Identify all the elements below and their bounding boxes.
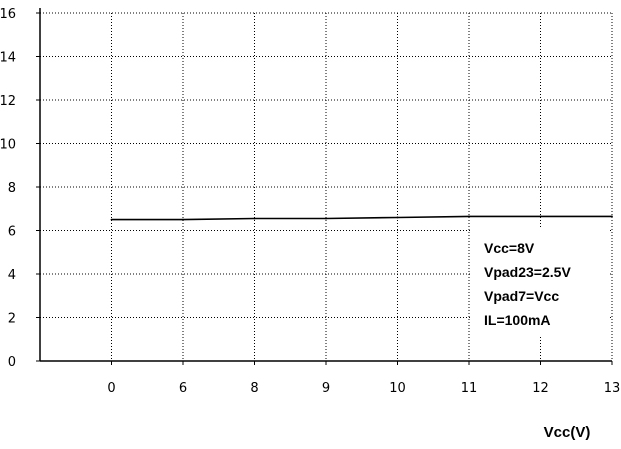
x-axis-title: Vcc(V) xyxy=(544,424,591,441)
annotation-box: Vcc=8V Vpad23=2.5V Vpad7=Vcc IL=100mA xyxy=(472,228,608,336)
x-tick-label: 11 xyxy=(461,381,478,396)
annotation-line: IL=100mA xyxy=(484,312,551,328)
data-point xyxy=(111,219,113,221)
data-point xyxy=(540,215,542,217)
y-tick-label: 10 xyxy=(0,138,16,153)
y-tick-labels: 0 2 4 6 8 10 12 14 16 xyxy=(0,7,16,370)
annotation-line: Vpad7=Vcc xyxy=(484,288,559,304)
y-tick-label: 12 xyxy=(0,94,16,109)
data-point xyxy=(468,215,470,217)
y-tick-label: 0 xyxy=(8,355,16,370)
x-tick-label: 13 xyxy=(604,381,621,396)
data-point xyxy=(397,217,399,219)
y-tick-label: 8 xyxy=(8,181,16,196)
x-tick-labels: 0 6 8 9 10 11 12 13 xyxy=(107,381,620,396)
x-tick-label: 6 xyxy=(179,381,187,396)
data-point xyxy=(611,215,613,217)
y-tick-label: 6 xyxy=(8,225,16,240)
data-point xyxy=(182,219,184,221)
x-tick-label: 10 xyxy=(389,381,406,396)
x-tick-label: 9 xyxy=(322,381,330,396)
x-tick-label: 0 xyxy=(107,381,115,396)
annotation-line: Vpad23=2.5V xyxy=(484,264,571,280)
y-tick-label: 4 xyxy=(8,268,16,283)
annotation-line: Vcc=8V xyxy=(484,240,535,256)
x-tick-label: 8 xyxy=(250,381,258,396)
data-point xyxy=(254,218,256,220)
data-point xyxy=(325,218,327,220)
y-tick-label: 14 xyxy=(0,51,16,66)
y-tick-label: 16 xyxy=(0,7,16,22)
series-layer xyxy=(111,215,613,220)
y-tick-label: 2 xyxy=(8,312,16,327)
series-line xyxy=(112,216,613,219)
x-tick-label: 12 xyxy=(532,381,549,396)
